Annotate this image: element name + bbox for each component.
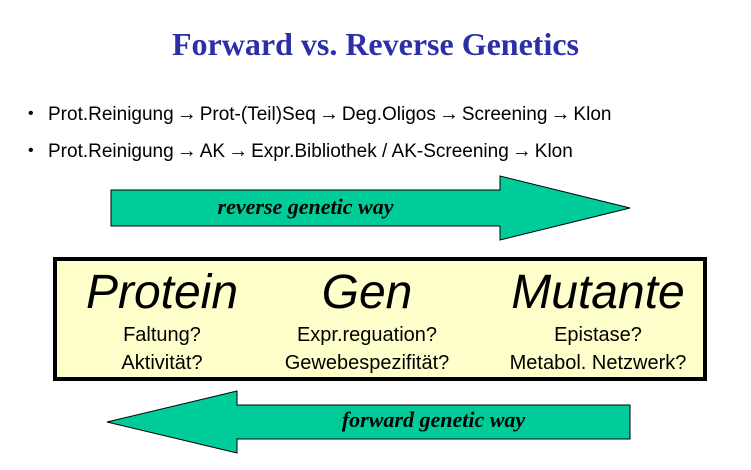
step: Klon — [534, 141, 573, 162]
gen-question-2: Gewebespezifität? — [284, 352, 450, 374]
mutante-column: Mutante Epistase? Metabol. Netzwerk? — [493, 265, 703, 377]
protein-heading: Protein — [85, 266, 239, 319]
slide-title: Forward vs. Reverse Genetics — [172, 26, 579, 62]
reverse-arrow-shape — [110, 175, 631, 241]
right-arrow-icon: → — [318, 103, 339, 125]
step: Prot.Reinigung — [48, 141, 174, 162]
mutante-question-1: Epistase? — [554, 324, 642, 346]
mutante-question-2: Metabol. Netzwerk? — [509, 352, 687, 374]
step: Screening — [461, 104, 548, 125]
step: Prot.Reinigung — [48, 104, 174, 125]
forward-arrow-shape — [106, 390, 631, 454]
right-arrow-icon: → — [176, 140, 197, 162]
reverse-arrow-label: reverse genetic way — [217, 194, 394, 219]
concept-box: Protein Faltung? Aktivität? Gen Expr.reg… — [53, 257, 707, 381]
step: AK — [199, 141, 226, 162]
step: Deg.Oligos — [341, 104, 436, 125]
right-arrow-icon: → — [228, 140, 249, 162]
protein-question-2: Aktivität? — [121, 352, 203, 374]
protein-question-1: Faltung? — [123, 324, 201, 346]
gen-column: Gen Expr.reguation? Gewebespezifität? — [262, 265, 472, 377]
bullet-list: Prot.Reinigung→Prot-(Teil)Seq→Deg.Oligos… — [28, 96, 611, 170]
right-arrow-icon: → — [176, 103, 197, 125]
bullet-item-2: Prot.Reinigung→AK→Expr.Bibliothek / AK-S… — [28, 133, 611, 170]
step: Klon — [573, 104, 612, 125]
gen-question-1: Expr.reguation? — [296, 324, 438, 346]
mutante-heading: Mutante — [511, 266, 685, 319]
gen-heading: Gen — [321, 266, 413, 319]
right-arrow-icon: → — [550, 103, 571, 125]
forward-arrow-label: forward genetic way — [341, 407, 526, 432]
protein-column: Protein Faltung? Aktivität? — [57, 265, 267, 377]
right-arrow-icon: → — [438, 103, 459, 125]
bullet-item-1: Prot.Reinigung→Prot-(Teil)Seq→Deg.Oligos… — [28, 96, 611, 133]
right-arrow-icon: → — [511, 140, 532, 162]
step: Expr.Bibliothek / AK-Screening — [251, 141, 509, 162]
step: Prot-(Teil)Seq — [199, 104, 316, 125]
